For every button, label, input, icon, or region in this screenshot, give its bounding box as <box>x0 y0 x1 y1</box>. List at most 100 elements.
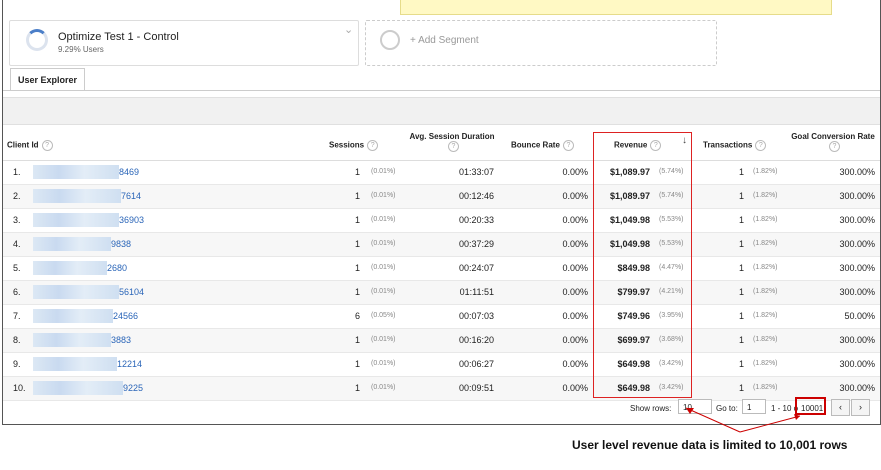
client-id-link[interactable]: 2680 <box>107 263 128 273</box>
arrow-to-total <box>739 415 801 433</box>
transactions-pct: (1.82%) <box>753 336 778 343</box>
table-row: 3. 36903 1 (0.01%) 00:20:33 0.00% $1,049.98 (5.… <box>3 209 880 233</box>
col-avg-session-duration[interactable]: Avg. Session Duration? <box>409 132 495 152</box>
tab-divider <box>3 90 880 91</box>
sessions-pct: (0.05%) <box>371 312 396 319</box>
transactions-value: 1 <box>738 359 744 369</box>
goto-input[interactable]: 1 <box>742 399 766 414</box>
redacted-client-id <box>33 213 119 227</box>
report-frame: Optimize Test 1 - Control 9.29% Users ⌄ … <box>2 0 881 425</box>
avg-session-value: 00:24:07 <box>458 263 494 273</box>
col-client-id[interactable]: Client Id? <box>7 140 53 151</box>
sort-descending-icon[interactable]: ↓ <box>682 135 687 146</box>
client-id-link[interactable]: 56104 <box>119 287 145 297</box>
transactions-pct: (1.82%) <box>753 312 778 319</box>
bounce-rate-value: 0.00% <box>562 167 588 177</box>
col-goal-conversion-rate[interactable]: Goal Conversion Rate? <box>791 132 875 152</box>
transactions-value: 1 <box>738 311 744 321</box>
sessions-pct: (0.01%) <box>371 264 396 271</box>
row-index: 10. <box>13 383 26 393</box>
client-id-link[interactable]: 7614 <box>121 191 142 201</box>
transactions-value: 1 <box>738 335 744 345</box>
client-id-link[interactable]: 8469 <box>119 167 140 177</box>
sessions-value: 6 <box>354 311 360 321</box>
arrow-to-revenue <box>685 407 741 433</box>
revenue-value: $649.98 <box>617 383 650 393</box>
help-icon[interactable]: ? <box>829 141 840 152</box>
help-icon[interactable]: ? <box>41 140 53 151</box>
row-index: 7. <box>13 311 21 321</box>
help-icon[interactable]: ? <box>562 140 574 151</box>
revenue-value: $1,089.97 <box>609 191 650 201</box>
avg-session-value: 00:09:51 <box>458 383 494 393</box>
goal-conversion-value: 300.00% <box>839 167 875 177</box>
bounce-rate-value: 0.00% <box>562 191 588 201</box>
client-id-link[interactable]: 36903 <box>119 215 145 225</box>
help-icon[interactable]: ? <box>755 140 767 151</box>
revenue-pct: (3.42%) <box>659 384 684 391</box>
segment-area: Optimize Test 1 - Control 9.29% Users ⌄ … <box>3 0 880 125</box>
add-segment-button[interactable]: + Add Segment <box>365 20 717 66</box>
sessions-value: 1 <box>354 191 360 201</box>
row-total: 10001 <box>801 404 824 413</box>
help-icon[interactable]: ? <box>448 141 459 152</box>
circle-icon <box>380 30 400 50</box>
goal-conversion-value: 50.00% <box>844 311 875 321</box>
col-transactions[interactable]: Transactions? <box>703 140 767 151</box>
chevron-down-icon[interactable]: ⌄ <box>344 24 354 36</box>
revenue-value: $1,089.97 <box>609 167 650 177</box>
arrowhead-revenue <box>686 408 694 414</box>
goal-conversion-value: 300.00% <box>839 263 875 273</box>
redacted-client-id <box>33 261 107 275</box>
col-revenue[interactable]: Revenue? <box>614 140 662 151</box>
row-range: 1 - 10 o <box>771 404 799 413</box>
help-icon[interactable]: ? <box>367 140 379 151</box>
revenue-pct: (5.53%) <box>659 240 684 247</box>
row-index: 8. <box>13 335 21 345</box>
segment-card[interactable]: Optimize Test 1 - Control 9.29% Users ⌄ <box>9 20 359 66</box>
transactions-pct: (1.82%) <box>753 216 778 223</box>
bounce-rate-value: 0.00% <box>562 215 588 225</box>
sessions-pct: (0.01%) <box>371 192 396 199</box>
revenue-pct: (5.53%) <box>659 216 684 223</box>
avg-session-value: 00:07:03 <box>458 311 494 321</box>
redacted-client-id <box>33 189 121 203</box>
table-row: 5. 2680 1 (0.01%) 00:24:07 0.00% $849.98 (4.47%… <box>3 257 880 281</box>
col-sessions[interactable]: Sessions? <box>329 140 379 151</box>
sessions-value: 1 <box>354 335 360 345</box>
revenue-value: $799.97 <box>617 287 650 297</box>
sessions-pct: (0.01%) <box>371 168 396 175</box>
row-index: 2. <box>13 191 21 201</box>
revenue-value: $1,049.98 <box>609 239 650 249</box>
redacted-client-id <box>33 165 119 179</box>
show-rows-select[interactable]: 10 <box>678 399 712 414</box>
bounce-rate-value: 0.00% <box>562 239 588 249</box>
table-row: 1. 8469 1 (0.01%) 01:33:07 0.00% $1,089.97 (5.7… <box>3 161 880 185</box>
redacted-client-id <box>33 333 111 347</box>
sessions-pct: (0.01%) <box>371 240 396 247</box>
col-bounce-rate[interactable]: Bounce Rate? <box>511 140 574 151</box>
help-icon[interactable]: ? <box>650 140 662 151</box>
sessions-value: 1 <box>354 383 360 393</box>
prev-page-button[interactable]: ‹ <box>831 399 850 416</box>
transactions-value: 1 <box>738 287 744 297</box>
client-id-link[interactable]: 12214 <box>117 359 143 369</box>
sessions-value: 1 <box>354 167 360 177</box>
tab-user-explorer[interactable]: User Explorer <box>10 68 86 91</box>
client-id-link[interactable]: 9838 <box>111 239 132 249</box>
add-segment-label: + Add Segment <box>410 35 479 46</box>
revenue-pct: (5.74%) <box>659 192 684 199</box>
client-id-link[interactable]: 24566 <box>113 311 139 321</box>
avg-session-value: 00:16:20 <box>458 335 494 345</box>
avg-session-value: 00:20:33 <box>458 215 494 225</box>
segment-pie-icon <box>26 29 48 51</box>
client-id-link[interactable]: 9225 <box>123 383 144 393</box>
client-id-link[interactable]: 3883 <box>111 335 132 345</box>
redacted-client-id <box>33 309 113 323</box>
table-row: 10. 9225 1 (0.01%) 00:09:51 0.00% $649.98 (3.42… <box>3 377 880 401</box>
next-page-button[interactable]: › <box>851 399 870 416</box>
toolbar-band <box>3 97 880 125</box>
avg-session-value: 00:12:46 <box>458 191 494 201</box>
table-row: 9. 12214 1 (0.01%) 00:06:27 0.00% $649.98 (3.42… <box>3 353 880 377</box>
